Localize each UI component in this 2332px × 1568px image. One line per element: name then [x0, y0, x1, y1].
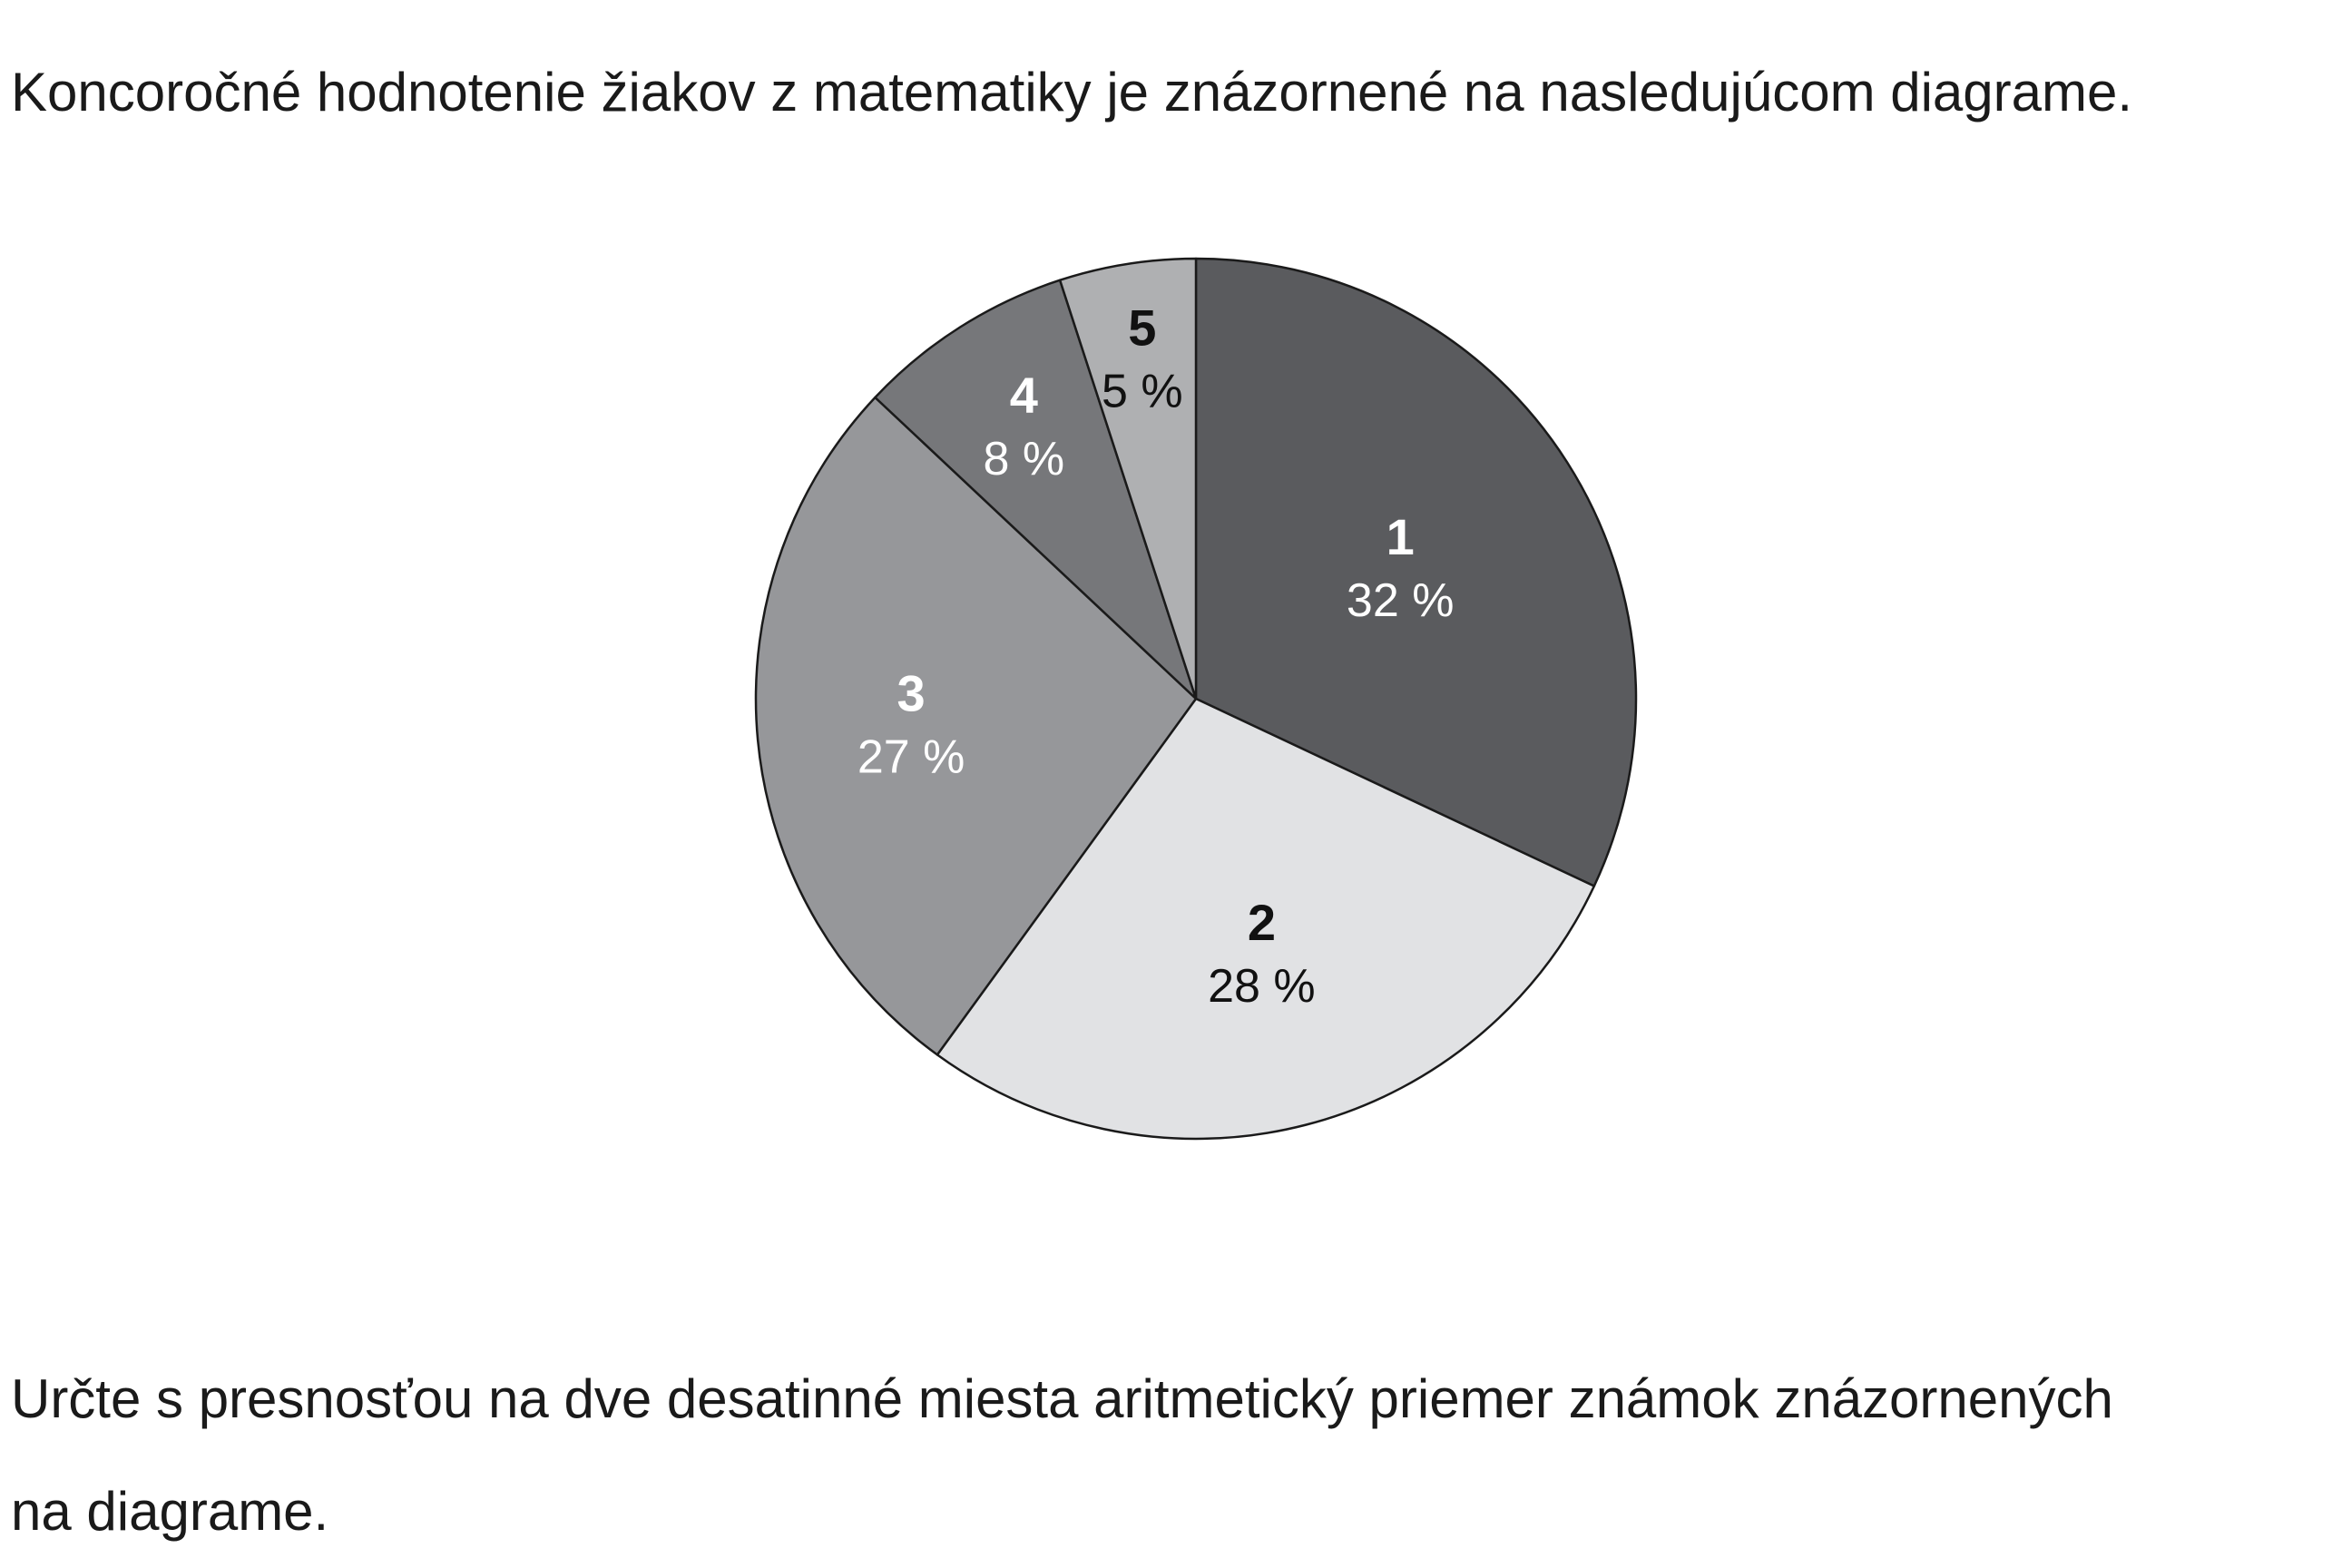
- pie-chart: 1 32 % 2 28 % 3 27 % 4 8 % 5 5 %: [754, 257, 1638, 1141]
- slice-category-label-4: 4: [1010, 367, 1038, 424]
- slice-value-label-2: 28 %: [1208, 960, 1316, 1013]
- slice-category-label-1: 1: [1386, 508, 1415, 565]
- pie-slice-grade-5: [1058, 257, 1198, 701]
- pie-slice-grade-1: [1194, 257, 1638, 887]
- intro-text: Koncoročné hodnotenie žiakov z matematik…: [11, 62, 2133, 122]
- pie-slice-grade-3: [754, 396, 1198, 1056]
- question-line-1: Určte s presnosťou na dve desatinné mies…: [11, 1368, 2113, 1429]
- question-text: Určte s presnosťou na dve desatinné mies…: [11, 1343, 2113, 1568]
- slice-value-label-3: 27 %: [857, 731, 965, 784]
- slice-value-label-4: 8 %: [983, 433, 1064, 485]
- slice-value-label-5: 5 %: [1102, 365, 1183, 417]
- pie-slice-grade-4: [874, 279, 1198, 701]
- slice-category-label-2: 2: [1248, 894, 1276, 951]
- pie-slice-grade-2: [936, 697, 1596, 1141]
- slice-category-label-5: 5: [1128, 299, 1156, 356]
- slice-value-label-1: 32 %: [1347, 574, 1455, 627]
- slice-category-label-3: 3: [897, 665, 926, 722]
- question-line-2: na diagrame.: [11, 1481, 329, 1542]
- pie-labels: 1 32 % 2 28 % 3 27 % 4 8 % 5 5 %: [857, 299, 1455, 1013]
- pie-slices: [754, 257, 1638, 1141]
